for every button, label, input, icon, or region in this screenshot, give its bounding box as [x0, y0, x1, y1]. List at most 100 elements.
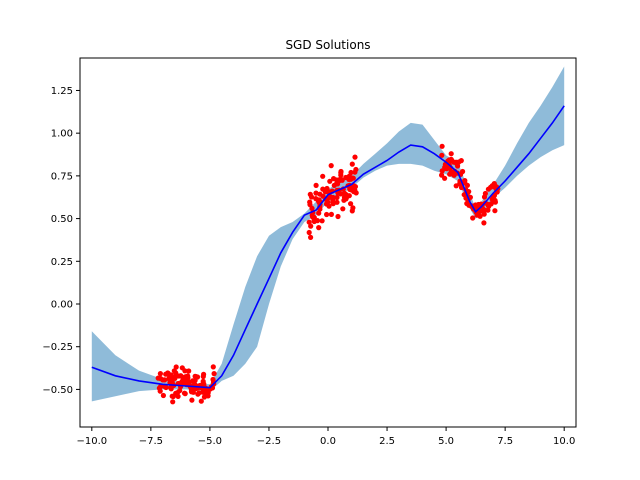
data-point	[492, 199, 498, 205]
data-point	[319, 218, 325, 224]
data-point	[320, 173, 326, 179]
data-point	[451, 172, 457, 178]
data-point	[166, 376, 172, 382]
data-point	[464, 182, 470, 188]
data-point	[475, 210, 481, 216]
data-point	[306, 229, 312, 236]
x-tick-label: −2.5	[257, 436, 281, 447]
data-point	[338, 191, 344, 197]
data-point	[492, 208, 498, 214]
data-point	[308, 194, 315, 200]
data-point	[330, 194, 336, 201]
data-point	[189, 397, 195, 403]
data-point	[324, 188, 330, 194]
data-point	[320, 186, 326, 192]
data-point	[172, 375, 178, 381]
y-tick-label: −0.25	[42, 342, 73, 353]
x-tick-label: −5.0	[198, 436, 222, 447]
data-point	[313, 196, 319, 202]
data-point	[210, 364, 216, 370]
y-tick-label: 0.50	[51, 214, 73, 225]
x-axis: −10.0 −7.5 −5.0 −2.5 0.0 2.5 5.0 7.5 10.0	[76, 427, 575, 447]
data-point	[439, 172, 445, 178]
data-point	[316, 225, 322, 231]
data-point	[350, 205, 356, 211]
y-axis: −0.50 −0.25 0.00 0.25 0.50 0.75 1.00 1.25	[42, 86, 80, 396]
data-point	[323, 201, 330, 207]
data-point	[324, 211, 330, 218]
data-point	[186, 368, 192, 374]
y-tick-label: −0.50	[42, 385, 73, 396]
data-point	[489, 183, 495, 189]
data-point	[200, 373, 206, 380]
x-tick-label: 0.0	[320, 436, 336, 447]
data-point	[352, 169, 358, 175]
data-point	[470, 215, 476, 221]
data-point	[472, 202, 479, 208]
data-point	[348, 201, 354, 207]
data-point	[157, 375, 164, 382]
mean-prediction-line	[91, 105, 565, 389]
data-point	[352, 154, 358, 160]
data-point	[464, 200, 470, 207]
data-point	[481, 211, 487, 217]
data-point	[178, 373, 184, 379]
y-tick-label: 0.25	[51, 257, 73, 268]
data-point	[485, 186, 491, 192]
data-point	[343, 174, 349, 181]
data-point	[331, 182, 337, 188]
data-point	[311, 217, 317, 223]
data-point	[308, 234, 314, 240]
data-point	[160, 392, 166, 399]
x-tick-label: 10.0	[553, 436, 575, 447]
data-point	[348, 169, 354, 176]
data-point	[334, 194, 340, 201]
data-point	[162, 377, 168, 383]
data-point	[165, 370, 171, 376]
data-point	[453, 159, 459, 165]
data-point	[185, 373, 191, 379]
data-point	[170, 399, 176, 405]
x-tick-label: 5.0	[438, 436, 454, 447]
data-point	[181, 390, 188, 396]
data-point	[439, 143, 445, 149]
x-tick-label: 2.5	[379, 436, 395, 447]
data-point	[173, 390, 179, 396]
data-point	[327, 178, 333, 184]
data-point	[331, 176, 337, 182]
data-point	[180, 377, 186, 383]
data-point	[157, 371, 163, 377]
data-point	[309, 205, 315, 211]
x-tick-label: −10.0	[76, 436, 107, 447]
data-point	[194, 374, 201, 380]
data-point	[482, 190, 488, 197]
data-point	[335, 213, 341, 220]
y-tick-label: 0.00	[51, 300, 73, 311]
x-tick-label: −7.5	[139, 436, 163, 447]
data-point	[338, 176, 344, 182]
data-point	[347, 186, 353, 192]
data-point	[200, 389, 206, 395]
data-point	[200, 381, 206, 387]
data-point	[340, 206, 346, 212]
y-tick-label: 0.75	[51, 171, 73, 182]
y-tick-label: 1.00	[51, 129, 73, 140]
data-point	[328, 211, 334, 217]
data-point	[349, 161, 355, 167]
data-point	[308, 223, 314, 229]
plot-area	[91, 66, 565, 405]
data-point	[177, 388, 183, 394]
data-point	[317, 191, 323, 197]
data-point	[481, 220, 487, 226]
data-point	[328, 163, 334, 169]
data-point	[453, 183, 459, 189]
data-point	[330, 201, 336, 207]
data-point	[156, 385, 162, 391]
x-tick-label: 7.5	[497, 436, 513, 447]
data-point	[190, 378, 196, 384]
data-point	[211, 371, 217, 377]
data-point	[163, 384, 169, 391]
data-point	[316, 210, 322, 216]
chart-title: SGD Solutions	[285, 38, 370, 52]
